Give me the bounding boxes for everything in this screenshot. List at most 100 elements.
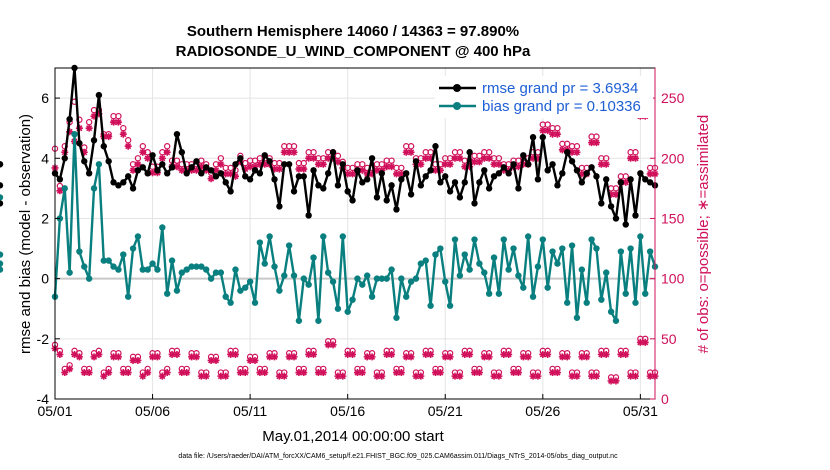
rmse-point-17 [134,167,142,174]
obs-assimilated-low-69 [388,350,396,358]
obs-assimilated-77 [427,154,435,162]
obs-assimilated-8 [90,112,98,120]
rmse-point-15 [124,173,132,180]
rmse-point-20 [149,152,156,159]
rmse-point-24 [168,164,176,171]
obs-assimilated-7 [85,124,93,132]
obs-assimilated-6 [80,148,88,156]
rmse-point-121 [642,176,649,183]
obs-assimilated-low-3 [66,365,74,373]
rmse-point-96 [520,152,527,159]
chart-title-line1: Southern Hemisphere 14060 / 14363 = 97.8… [187,23,519,40]
obs-assimilated-58 [334,158,342,166]
obs-assimilated-122 [646,170,654,178]
obs-assimilated-65 [368,170,376,178]
bias-point-120 [637,233,644,240]
rmse-point-29 [193,158,200,165]
obs-assimilated-low-104 [558,353,566,361]
legend-entry-bias: bias grand pr = 0.10336 [482,98,641,115]
rmse-point-38 [237,155,244,162]
bias-point-127 [0,194,4,201]
obs-assimilated-low-88 [480,353,488,361]
x-tick-label-5: 05/26 [525,403,560,419]
obs-assimilated-82 [451,154,459,162]
obs-assimilated-low-33 [212,356,220,364]
rmse-point-59 [339,161,347,168]
bias-point-27 [183,266,190,273]
rmse-point-31 [203,164,210,171]
obs-assimilated-low-120 [636,338,644,346]
bias-point-42 [256,239,264,246]
y-left-tick-label-2: 2 [41,210,49,226]
obs-assimilated-90 [490,160,498,168]
obs-assimilated-low-61 [349,350,357,358]
rmse-point-21 [154,167,161,174]
rmse-point-119 [632,212,639,219]
obs-assimilated-low-118 [627,372,635,380]
rmse-point-84 [461,179,468,186]
obs-assimilated-low-54 [314,369,322,377]
obs-assimilated-86 [471,158,479,166]
bias-point-61 [349,296,356,303]
obs-assimilated-low-8 [90,353,98,361]
series-line-rmse [54,66,656,226]
rmse-point-76 [422,173,429,180]
rmse-point-109 [583,170,590,177]
rmse-point-6 [81,158,88,165]
rmse-point-124 [0,200,4,207]
obs-assimilated-low-76 [422,350,430,358]
obs-assimilated-low-17 [134,356,142,364]
obs-assimilated-75 [417,160,425,168]
bias-point-47 [281,272,288,279]
obs-assimilated-46 [275,165,283,173]
obs-possible-15 [124,137,132,144]
obs-assimilated-low-98 [529,372,537,380]
rmse-point-116 [617,179,625,186]
obs-assimilated-low-107 [573,372,581,380]
bias-point-38 [237,287,244,294]
obs-assimilated-30 [197,163,205,171]
bias-point-102 [549,248,556,255]
obs-assimilated-low-13 [114,353,122,361]
rmse-point-11 [105,158,112,165]
rmse-point-43 [261,152,268,159]
bias-point-80 [442,278,449,285]
rmse-point-52 [305,212,312,219]
bias-point-51 [300,275,307,282]
y-right-tick-label-2: 150 [661,210,685,226]
obs-assimilated-low-110 [588,372,596,380]
obs-assimilated-48 [285,148,293,156]
bias-point-11 [105,257,112,264]
obs-assimilated-113 [602,160,610,168]
obs-assimilated-104 [558,146,566,154]
bias-point-71 [398,275,405,282]
obs-assimilated-low-74 [412,372,420,380]
bias-point-103 [554,260,561,267]
obs-assimilated-low-115 [612,377,620,385]
obs-assimilated-low-45 [271,353,279,361]
obs-assimilated-low-11 [105,369,113,377]
rmse-point-91 [495,170,503,177]
bias-point-21 [154,266,161,273]
rmse-point-37 [232,161,239,168]
rmse-point-69 [388,182,395,189]
obs-assimilated-119 [631,154,639,162]
bias-point-94 [510,245,517,252]
rmse-point-99 [534,176,542,183]
rmse-point-42 [256,170,264,177]
rmse-point-103 [554,182,561,189]
obs-assimilated-52 [305,154,313,162]
bias-point-14 [120,251,127,258]
bias-point-89 [485,290,493,297]
rmse-point-117 [622,221,629,228]
bias-point-12 [110,263,117,270]
rmse-point-66 [373,194,381,201]
rmse-point-111 [593,173,600,180]
bias-point-57 [329,278,337,285]
obs-assimilated-low-28 [188,353,196,361]
obs-assimilated-3 [66,128,74,136]
rmse-point-127 [0,161,4,168]
obs-assimilated-53 [310,154,318,162]
obs-assimilated-33 [212,166,220,174]
